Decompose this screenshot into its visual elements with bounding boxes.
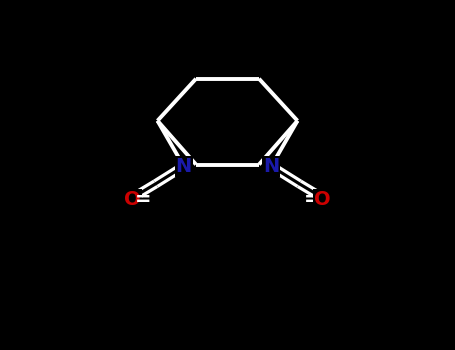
- Text: =: =: [304, 190, 320, 209]
- Text: N: N: [176, 157, 192, 176]
- Text: O: O: [124, 190, 141, 209]
- Text: O: O: [314, 190, 331, 209]
- Text: =: =: [135, 190, 151, 209]
- Text: N: N: [263, 157, 279, 176]
